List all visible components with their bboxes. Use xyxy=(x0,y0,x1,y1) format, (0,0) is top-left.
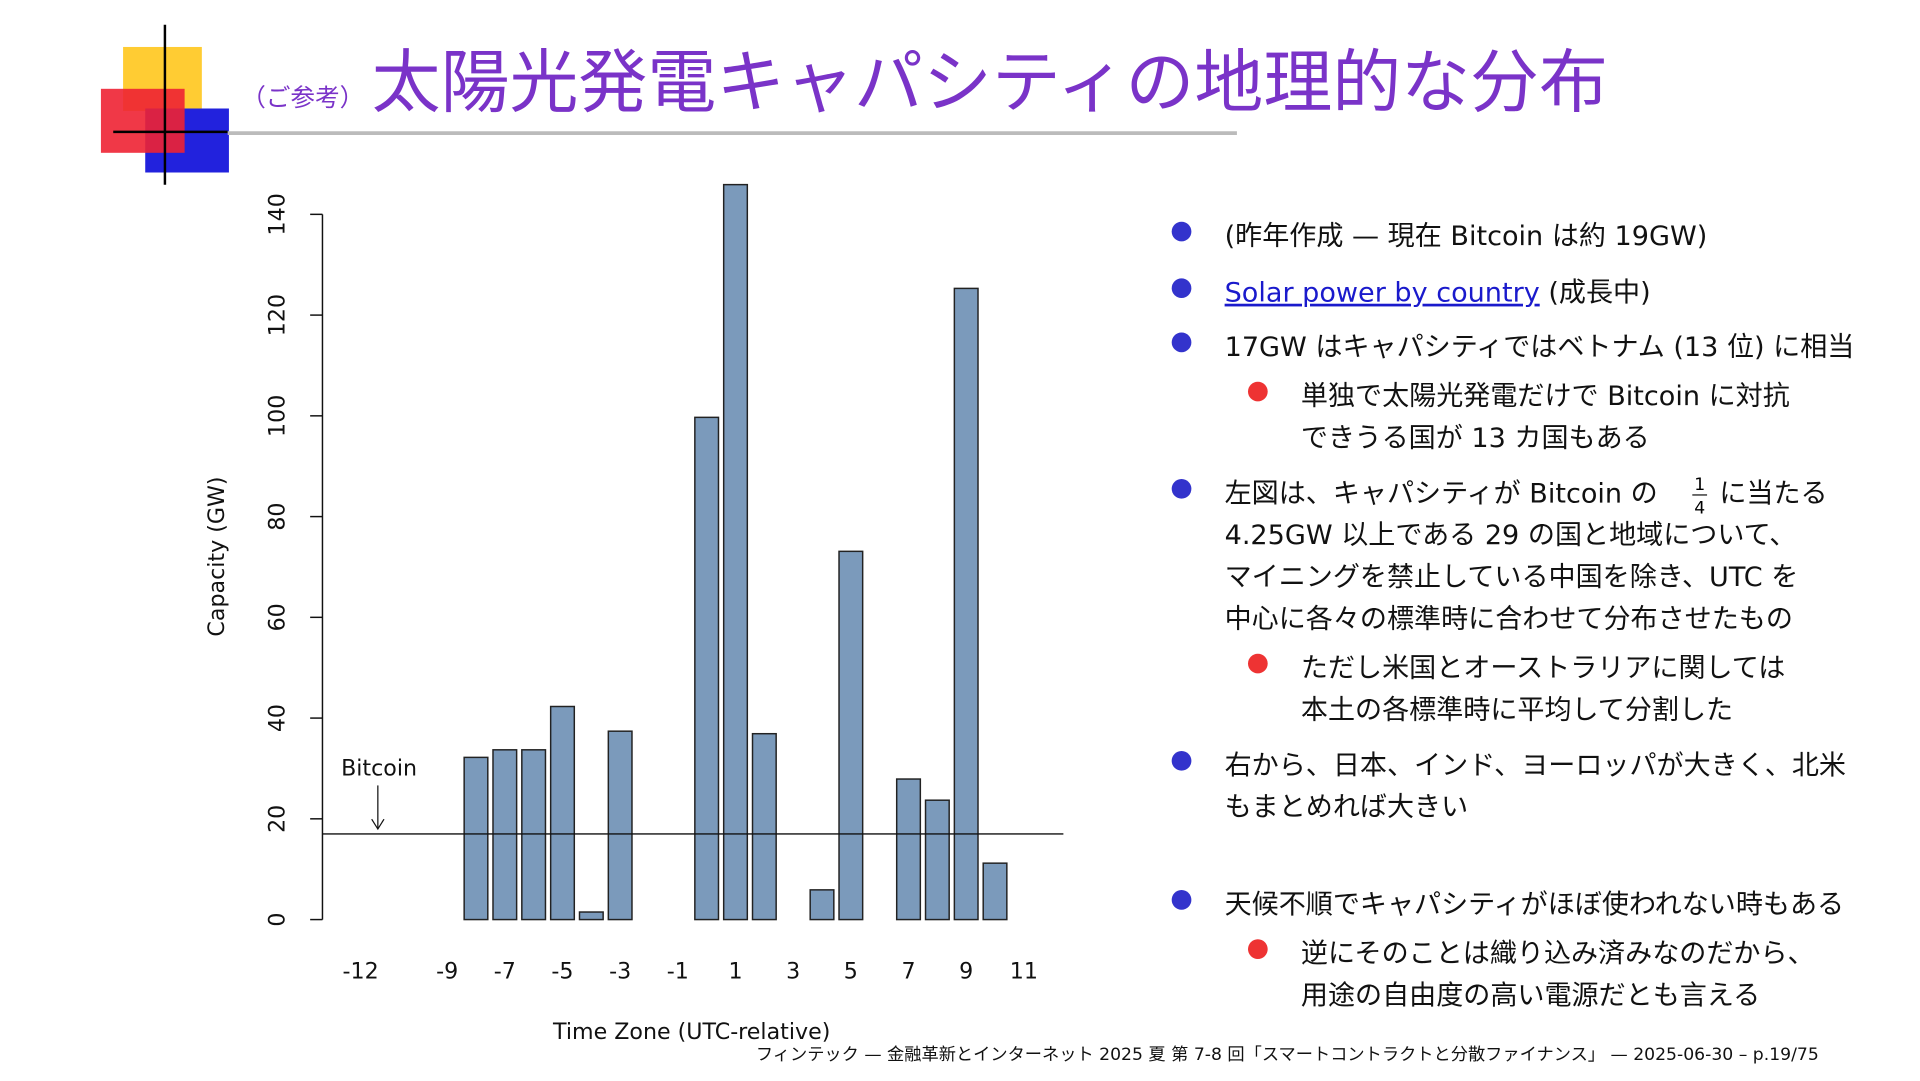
logo xyxy=(100,24,229,185)
bullet xyxy=(1171,478,1192,499)
bullet xyxy=(1171,750,1192,771)
y-axis-label: Capacity (GW) xyxy=(204,476,230,636)
bullet-text: 本土の各標準時に平均して分割した xyxy=(1301,695,1733,726)
bullet-text: ただし米国とオーストラリアに関しては xyxy=(1301,653,1785,684)
bar xyxy=(895,778,922,921)
y-tick-label: 100 xyxy=(264,395,290,437)
link[interactable]: Solar power by country xyxy=(1225,278,1540,309)
bullet-text: 用途の自由度の高い電源だとも言える xyxy=(1301,981,1760,1012)
chart: 0 20 40 60 80 100 120 140 -12 -9 -7 -5 -3 -1 1 3 5 7 9 11 Bi… xyxy=(204,183,1064,1045)
bar xyxy=(953,287,979,921)
bullet-text: に当たる xyxy=(1719,478,1827,509)
bullet-text: (成長中) xyxy=(1540,278,1651,309)
bullet xyxy=(1171,221,1192,242)
x-tick-label: -3 xyxy=(609,959,631,985)
sub-bullet xyxy=(1248,381,1268,402)
bullet-text: 17GW はキャパシティではベトナム (13 位) に相当 xyxy=(1225,332,1855,363)
y-tick-label: 40 xyxy=(264,704,290,732)
bar xyxy=(492,749,518,921)
fraction-numerator: 1 xyxy=(1694,475,1705,495)
bullet xyxy=(1171,278,1192,299)
reference-label: Bitcoin xyxy=(341,756,417,782)
bullet-text: 左図は、キャパシティが Bitcoin の xyxy=(1225,478,1658,509)
sub-bullet xyxy=(1248,939,1268,959)
bullet-text: できうる国が 13 カ国もある xyxy=(1301,423,1650,454)
title-note: （ご参考） xyxy=(241,83,364,112)
bar xyxy=(578,911,604,921)
bullet-text: (昨年作成 — 現在 Bitcoin は約 19GW) xyxy=(1225,221,1708,252)
x-axis-label: Time Zone (UTC-relative) xyxy=(552,1019,830,1045)
bar xyxy=(722,183,749,921)
bullet-text: 右から、日本、インド、ヨーロッパが大きく、北米 xyxy=(1225,750,1846,781)
x-tick-label: 1 xyxy=(728,959,742,985)
bar xyxy=(463,756,489,921)
y-tick-label: 140 xyxy=(264,193,290,235)
y-tick-label: 80 xyxy=(264,502,290,530)
y-tick-label: 60 xyxy=(264,603,290,631)
x-tick-label: 9 xyxy=(959,959,973,985)
bar xyxy=(607,730,633,921)
bar xyxy=(751,732,777,921)
x-tick-label: -7 xyxy=(494,959,516,985)
bar xyxy=(982,862,1008,921)
bullet-text: マイニングを禁止している中国を除き、UTC を xyxy=(1225,562,1799,593)
bullet-text: Solar power by country (成長中) xyxy=(1225,278,1651,309)
x-tick-label: -12 xyxy=(343,959,379,985)
x-tick-label: 11 xyxy=(1010,959,1038,985)
bar xyxy=(549,705,576,921)
arrow-head xyxy=(371,818,385,831)
bullet-text: 単独で太陽光発電だけで Bitcoin に対抗 xyxy=(1301,381,1790,412)
y-tick-label: 20 xyxy=(264,805,290,833)
footer: フィンテック — 金融革新とインターネット 2025 夏 第 7-8 回「スマー… xyxy=(756,1045,1819,1065)
bullet-text: 4.25GW 以上である 29 の国と地域について、 xyxy=(1225,520,1797,551)
sub-bullet xyxy=(1248,653,1268,674)
bar xyxy=(924,799,950,921)
bullet-text: 逆にそのことは織り込み済みなのだから、 xyxy=(1301,939,1815,970)
x-tick-label: -1 xyxy=(667,959,689,985)
bullet-text: 中心に各々の標準時に合わせて分布させたもの xyxy=(1225,604,1793,635)
bullet xyxy=(1171,890,1192,910)
bullet-text: 天候不順でキャパシティがほぼ使われない時もある xyxy=(1225,889,1844,920)
bullets: (昨年作成 — 現在 Bitcoin は約 19GW) Solar power … xyxy=(1171,221,1855,1012)
x-tick-label: 5 xyxy=(844,959,858,985)
x-tick-label: 3 xyxy=(786,959,800,985)
bar xyxy=(809,889,835,921)
slide-title: 太陽光発電キャパシティの地理的な分布 xyxy=(372,43,1608,123)
bullet-text: もまとめれば大きい xyxy=(1225,792,1469,823)
bar xyxy=(838,550,864,921)
bullet xyxy=(1171,332,1192,353)
fraction-denominator: 4 xyxy=(1694,498,1705,518)
y-tick-label: 120 xyxy=(264,294,290,336)
bar xyxy=(521,749,547,921)
x-tick-label: 7 xyxy=(901,959,915,985)
bar xyxy=(694,416,720,921)
x-tick-label: -5 xyxy=(551,959,573,985)
y-tick-label: 0 xyxy=(264,913,290,927)
x-tick-label: -9 xyxy=(436,959,458,985)
